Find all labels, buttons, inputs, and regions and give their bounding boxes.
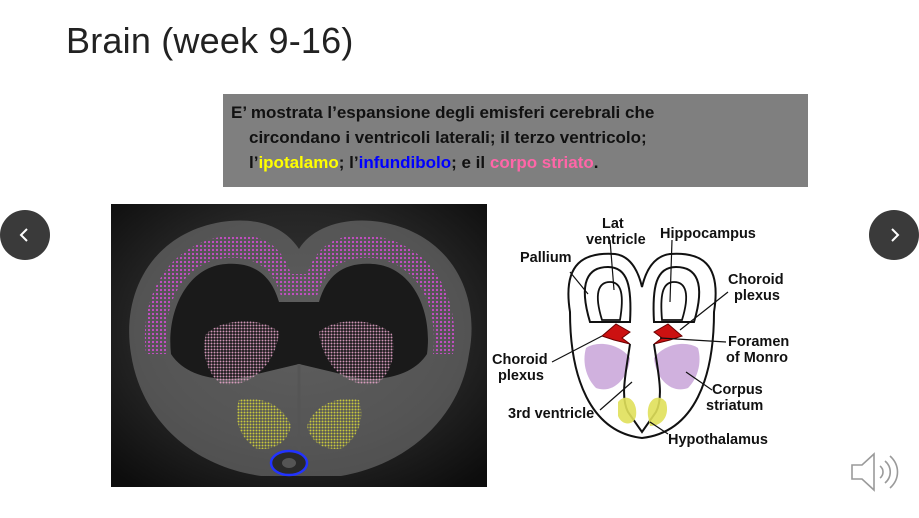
caption-box: E’ mostrata l’espansione degli emisferi … (223, 94, 808, 187)
caption-text: ; e il (451, 153, 490, 172)
label-choroid-l: Choroid (492, 352, 548, 368)
previous-slide-button[interactable] (0, 210, 50, 260)
brain-section-diagram: Lat ventricle Hippocampus Pallium Choroi… (490, 212, 805, 454)
label-of-monro: of Monro (726, 350, 788, 366)
label-hippocampus: Hippocampus (660, 226, 756, 242)
label-plexus-r: plexus (734, 288, 780, 304)
caption-text: . (594, 153, 599, 172)
label-3rd-ventricle: 3rd ventricle (508, 406, 594, 422)
label-choroid-r: Choroid (728, 272, 784, 288)
slide-title: Brain (week 9-16) (66, 20, 354, 62)
term-corpo-striato: corpo striato (490, 153, 594, 172)
label-ventricle: ventricle (586, 232, 646, 248)
term-infundibolo: infundibolo (359, 153, 452, 172)
embryo-brain-micrograph (111, 204, 487, 487)
caption-text: ; l’ (339, 153, 359, 172)
term-ipotalamo: ipotalamo (258, 153, 338, 172)
next-slide-button[interactable] (869, 210, 919, 260)
label-foramen: Foramen (728, 334, 789, 350)
caption-line-2: circondano i ventricoli laterali; il ter… (231, 125, 798, 150)
micrograph-image (111, 204, 487, 487)
label-pallium: Pallium (520, 250, 572, 266)
chevron-right-icon (886, 227, 902, 243)
label-striatum: striatum (706, 398, 763, 414)
caption-line-1: E’ mostrata l’espansione degli emisferi … (231, 100, 798, 125)
label-lat: Lat (602, 216, 624, 232)
audio-button[interactable] (848, 448, 904, 496)
label-plexus-l: plexus (498, 368, 544, 384)
chevron-left-icon (17, 227, 33, 243)
label-corpus: Corpus (712, 382, 763, 398)
caption-line-3: l’ipotalamo; l’infundibolo; e il corpo s… (231, 150, 798, 175)
speaker-icon (848, 448, 904, 496)
label-hypothalamus: Hypothalamus (668, 432, 768, 448)
